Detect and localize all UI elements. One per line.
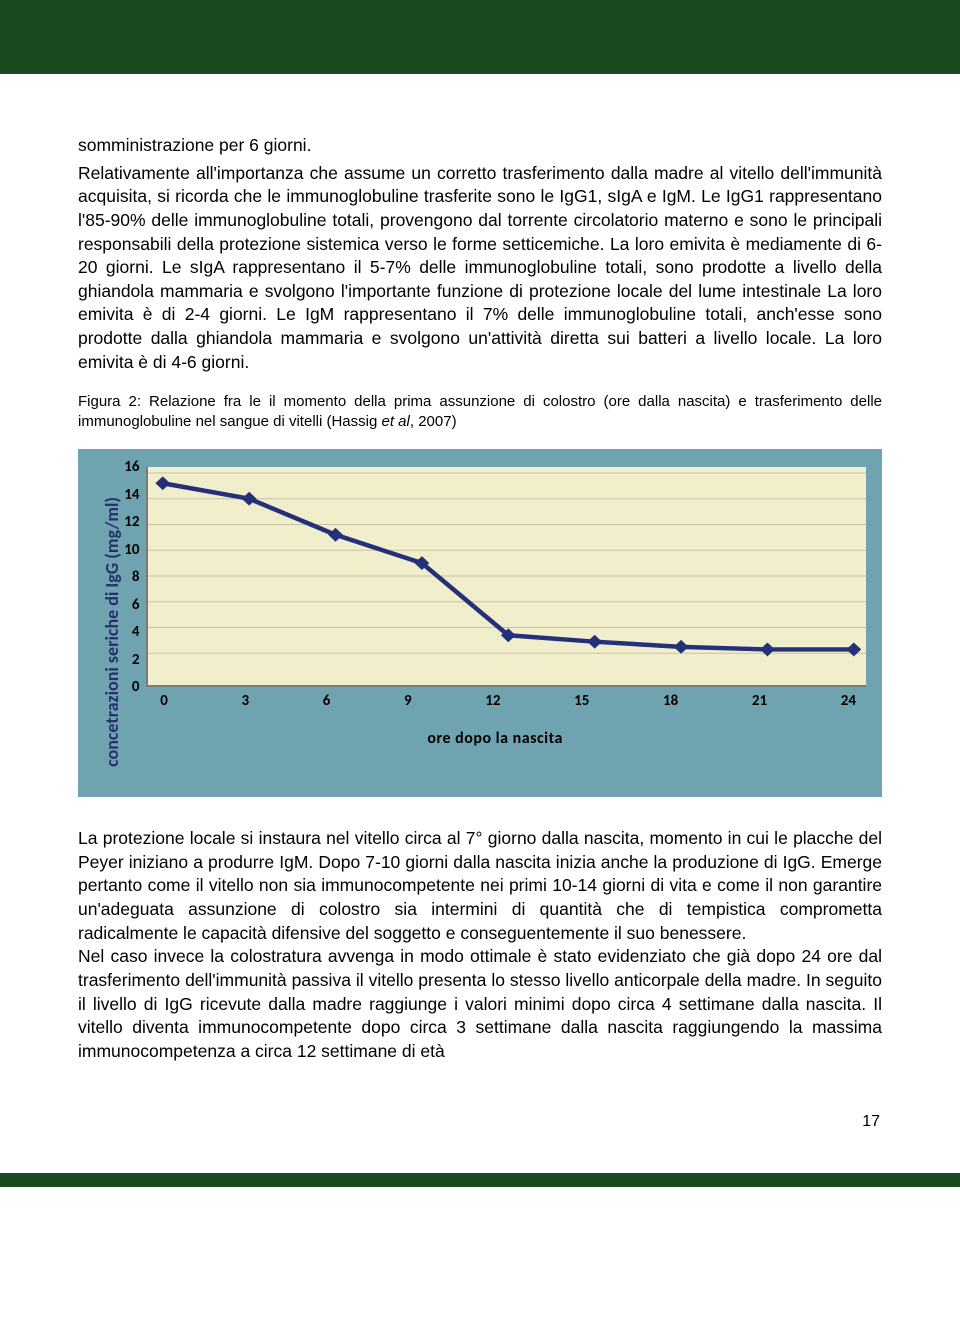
chart-svg xyxy=(146,467,866,687)
page-content: somministrazione per 6 giorni. Relativam… xyxy=(0,74,960,1173)
figure-caption: Figura 2: Relazione fra le il momento de… xyxy=(78,392,882,431)
page-number: 17 xyxy=(78,1111,882,1133)
paragraph-4: Nel caso invece la colostratura avvenga … xyxy=(78,945,882,1063)
paragraph-main: Relativamente all'importanza che assume … xyxy=(78,162,882,375)
caption-suffix: , 2007) xyxy=(410,413,457,430)
igg-chart: concetrazioni seriche di IgG (mg/ml) 161… xyxy=(78,449,882,797)
chart-plot-area: 1614121086420 xyxy=(124,467,866,687)
caption-italic: et al xyxy=(382,413,410,430)
chart-y-axis-label: concetrazioni seriche di IgG (mg/ml) xyxy=(94,467,124,775)
chart-x-ticks: 03691215182124 xyxy=(124,691,866,711)
top-banner xyxy=(0,0,960,74)
bottom-banner xyxy=(0,1173,960,1187)
chart-x-axis-label: ore dopo la nascita xyxy=(124,728,866,750)
caption-prefix: Figura 2: Relazione fra le il momento de… xyxy=(78,393,882,430)
paragraph-intro-cont: somministrazione per 6 giorni. xyxy=(78,134,882,158)
chart-y-ticks: 1614121086420 xyxy=(124,467,145,687)
paragraph-3: La protezione locale si instaura nel vit… xyxy=(78,827,882,945)
